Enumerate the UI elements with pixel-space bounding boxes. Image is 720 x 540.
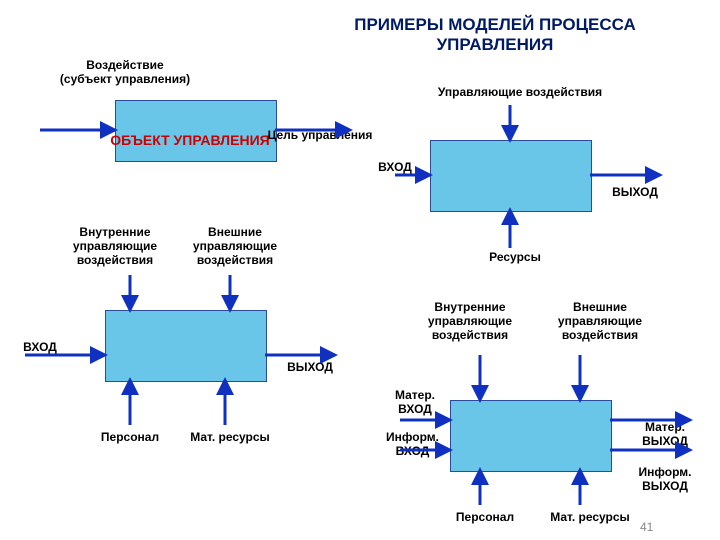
label-input-2: ВХОД [365,160,425,174]
label-inform-input: Информ. ВХОД [375,430,450,458]
label-output-2: ВЫХОД [600,185,670,199]
box-object-of-management [115,100,277,162]
page-number: 41 [640,520,653,534]
label-internal-a: Внутренние управляющие воздействия [60,225,170,267]
label-resources: Ресурсы [475,250,555,264]
label-material-input: Матер. ВХОД [380,388,450,416]
label-internal-b: Внутренние управляющие воздействия [415,300,525,342]
label-mat-resources-3: Мат. ресурсы [175,430,285,444]
label-personnel-3: Персонал [85,430,175,444]
label-goal: Цель управления [255,128,385,142]
label-impact-subject: Воздействие (субъект управления) [45,58,205,86]
label-output-3: ВЫХОД [275,360,345,374]
label-inform-output: Информ. ВЫХОД [625,465,705,493]
label-external-a: Внешние управляющие воздействия [180,225,290,267]
box-model-4 [450,400,612,472]
diagram-root: { "canvas": { "w": 720, "h": 540, "bg": … [0,0,720,540]
label-mat-resources-4: Мат. ресурсы [535,510,645,524]
label-control-actions: Управляющие воздействия [410,85,630,99]
box-model-2 [430,140,592,212]
slide-title: ПРИМЕРЫ МОДЕЛЕЙ ПРОЦЕССА УПРАВЛЕНИЯ [310,15,680,55]
label-external-b: Внешние управляющие воздействия [545,300,655,342]
label-personnel-4: Персонал [440,510,530,524]
label-material-output: Матер. ВЫХОД [625,420,705,448]
box-model-3 [105,310,267,382]
label-input-3: ВХОД [10,340,70,354]
